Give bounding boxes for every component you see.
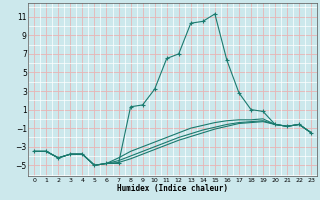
X-axis label: Humidex (Indice chaleur): Humidex (Indice chaleur) [117, 184, 228, 193]
